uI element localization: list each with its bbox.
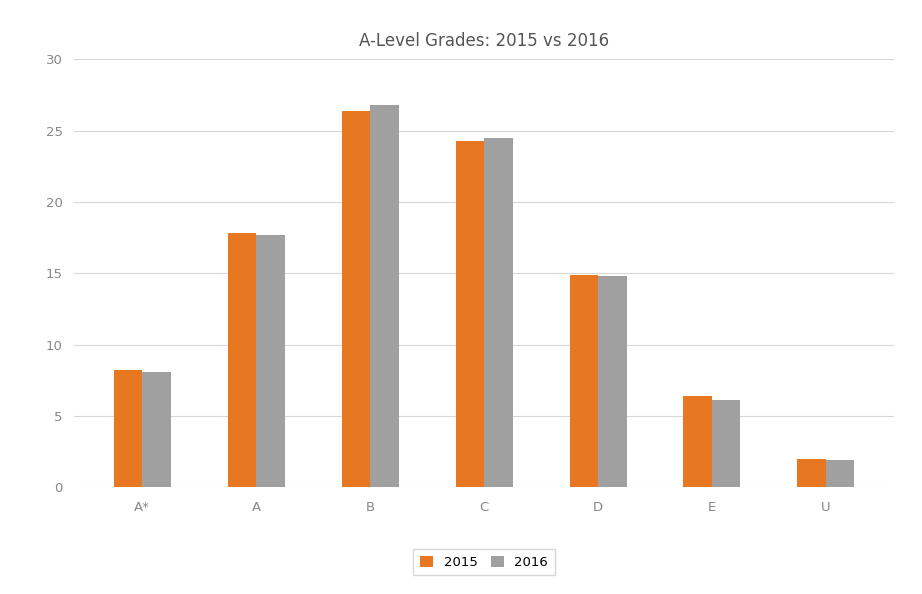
Bar <box>113 370 142 487</box>
Bar <box>798 459 826 487</box>
Bar <box>598 276 627 487</box>
Legend: 2015, 2016: 2015, 2016 <box>413 549 555 576</box>
Bar <box>570 274 598 487</box>
Bar <box>370 105 398 487</box>
Bar <box>142 372 171 487</box>
Bar <box>826 460 855 487</box>
Bar <box>683 396 712 487</box>
Bar <box>341 110 370 487</box>
Bar <box>228 233 256 487</box>
Bar <box>712 400 740 487</box>
Bar <box>256 235 285 487</box>
Title: A-Level Grades: 2015 vs 2016: A-Level Grades: 2015 vs 2016 <box>359 31 609 49</box>
Bar <box>455 141 484 487</box>
Bar <box>484 138 513 487</box>
